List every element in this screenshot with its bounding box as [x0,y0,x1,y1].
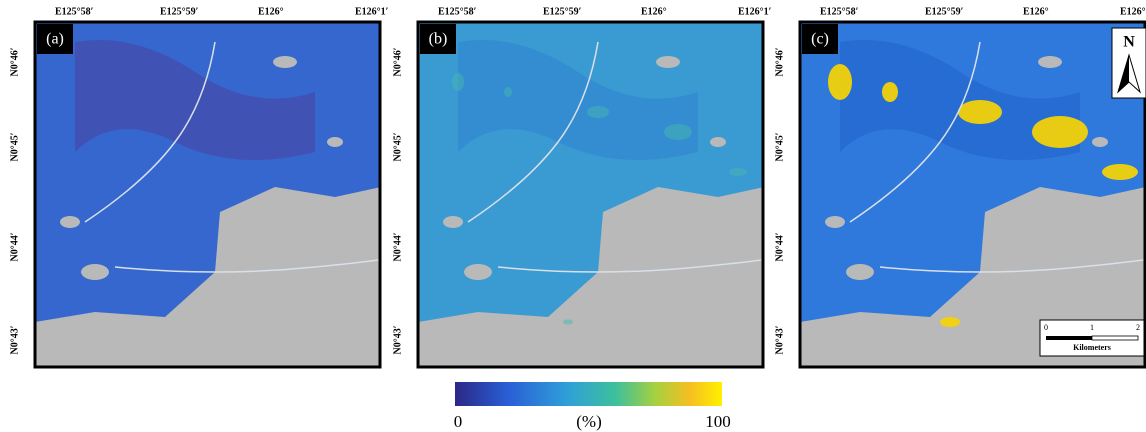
latitude-label: N0°46′ [9,47,20,76]
longitude-label: E126° [641,6,667,17]
terrain [60,216,80,228]
longitude-label: E126°1′ [355,6,389,17]
highlight [958,100,1002,124]
north-label: N [1123,34,1135,51]
colorbar-unit: (%) [576,412,601,431]
longitude-label: E126° [258,6,284,17]
panel-label: (b) [429,31,448,48]
map [35,22,390,367]
latitude-label: N0°44′ [774,232,785,261]
latitude-label: N0°45′ [9,132,20,161]
terrain [464,264,492,280]
longitude-label: E126° [1023,6,1049,17]
panel-label: (c) [811,31,829,48]
latitude-label: N0°43′ [9,325,20,354]
terrain [890,332,930,352]
terrain [273,56,297,68]
longitude-label: E125°58′ [438,6,477,17]
terrain [81,264,109,280]
longitude-label: E126°1′ [738,6,772,17]
latitude-label: N0°44′ [9,232,20,261]
terrain [825,216,845,228]
scale-tick: 0 [1044,323,1048,332]
terrain [710,137,726,147]
map-panels: (a) E125°58′ E125°59′ E126° E126°1′ N0°46′ N0°… [9,6,1146,367]
highlight [1102,164,1138,180]
longitude-label: E125°59′ [160,6,199,17]
highlight [664,124,692,140]
latitude-label: N0°44′ [392,232,403,261]
panel-label: (a) [46,31,64,48]
latitude-label: N0°45′ [392,132,403,161]
terrain [125,332,165,352]
latitude-label: N0°46′ [392,47,403,76]
highlight [882,82,898,102]
terrain [656,56,680,68]
scale-unit: Kilometers [1073,343,1111,352]
latitude-label: N0°43′ [774,325,785,354]
highlight [828,64,852,100]
map [418,22,773,367]
terrain [443,216,463,228]
terrain [327,137,343,147]
highlight [729,168,747,176]
longitude-label: E125°59′ [543,6,582,17]
highlight [563,320,573,325]
terrain [1038,56,1062,68]
latitude-label: N0°45′ [774,132,785,161]
latitude-label: N0°43′ [392,325,403,354]
highlight [587,106,609,118]
scale-tick: 1 [1090,323,1094,332]
figure: (a) E125°58′ E125°59′ E126° E126°1′ N0°46′ N0°… [0,0,1146,432]
colorbar-min: 0 [454,412,463,431]
terrain [508,332,548,352]
longitude-label: E125°58′ [55,6,94,17]
highlight [452,73,464,91]
latitude-label: N0°46′ [774,47,785,76]
terrain [1092,137,1108,147]
colorbar [455,382,722,406]
scale-bar: 0 1 2 Kilometers [1040,320,1144,356]
longitude-label: E125°59′ [925,6,964,17]
scale-tick: 2 [1136,323,1140,332]
longitude-label: E126°1′ [1120,6,1146,17]
north-arrow: N [1112,28,1146,98]
highlight [1032,116,1088,148]
colorbar-max: 100 [705,412,731,431]
highlight [940,317,960,327]
map [800,22,1146,367]
terrain [846,264,874,280]
highlight [504,87,512,97]
longitude-label: E125°58′ [820,6,859,17]
